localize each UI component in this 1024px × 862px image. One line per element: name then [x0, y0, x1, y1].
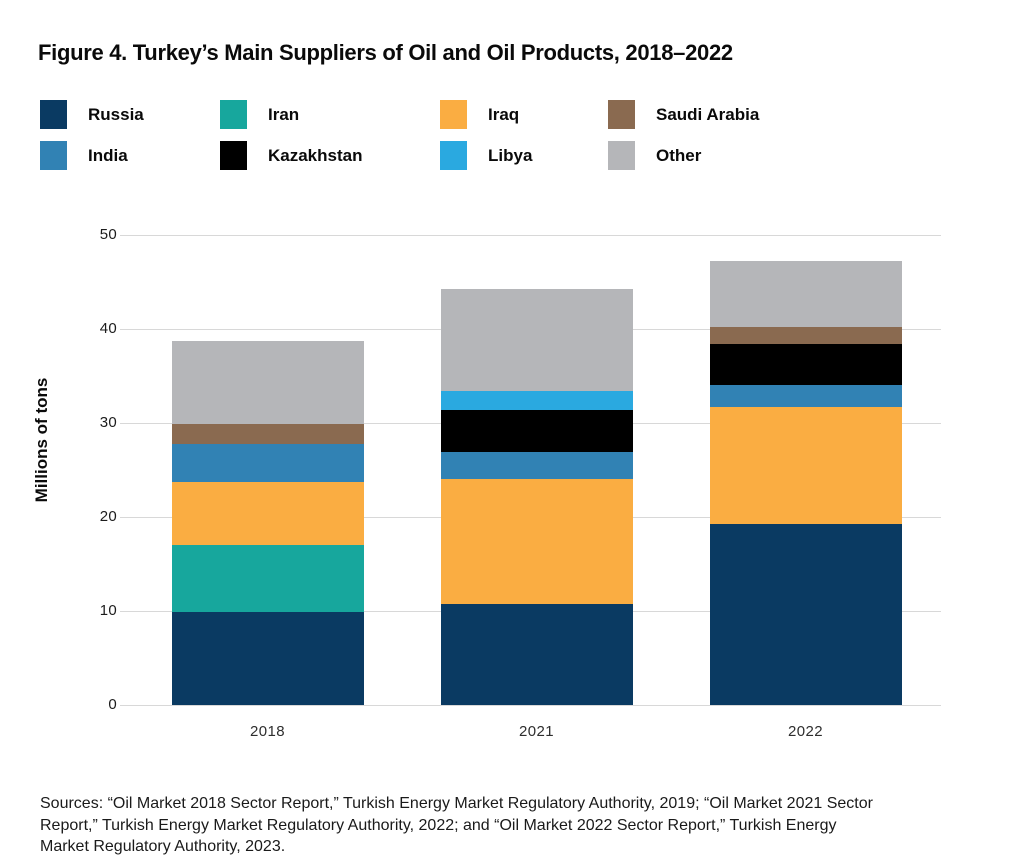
legend-item-saudi-arabia: Saudi Arabia — [608, 100, 759, 129]
bar-segment-india-2018 — [171, 443, 364, 483]
y-tick-label-40: 40 — [99, 320, 117, 337]
legend-item-iraq: Iraq — [440, 100, 519, 129]
bar-segment-libya-2021 — [440, 391, 633, 410]
legend-label-other: Other — [656, 145, 702, 165]
plot-area — [133, 235, 940, 705]
source-note: Sources: “Oil Market 2018 Sector Report,… — [40, 795, 873, 855]
y-tick-label-30: 30 — [99, 414, 117, 431]
bar-segment-iran-2018 — [171, 545, 364, 612]
bar-segment-other-2021 — [440, 288, 633, 391]
legend-label-kazakhstan: Kazakhstan — [268, 145, 363, 165]
legend-label-iraq: Iraq — [488, 104, 520, 124]
bar-segment-other-2022 — [709, 261, 902, 328]
y-axis-label: Millions of tons — [32, 377, 51, 503]
legend-item-kazakhstan: Kazakhstan — [220, 141, 362, 170]
figure-title: Figure 4. Turkey’s Main Suppliers of Oil… — [38, 40, 733, 65]
x-axis-label-2021: 2021 — [519, 723, 554, 740]
bar-segment-russia-2021 — [440, 603, 633, 705]
bar-segment-india-2021 — [440, 452, 633, 479]
bar-segment-kazakhstan-2021 — [440, 409, 633, 453]
legend-label-saudi-arabia: Saudi Arabia — [656, 104, 760, 124]
legend-label-russia: Russia — [88, 104, 144, 124]
bar-segment-iraq-2018 — [171, 482, 364, 546]
legend-swatch-iran — [220, 100, 247, 129]
bar-segment-saudi-arabia-2022 — [709, 327, 902, 344]
gridline-50 — [120, 234, 941, 236]
bar-segment-india-2022 — [709, 384, 902, 407]
legend-item-iran: Iran — [220, 100, 299, 129]
legend-swatch-saudi-arabia — [608, 100, 635, 129]
y-tick-label-50: 50 — [99, 226, 117, 243]
legend-item-libya: Libya — [440, 141, 532, 170]
gridline-0 — [120, 704, 941, 706]
bar-segment-russia-2018 — [171, 611, 364, 705]
y-tick-label-20: 20 — [99, 508, 117, 525]
legend-swatch-other — [608, 141, 635, 170]
legend-swatch-kazakhstan — [220, 141, 247, 170]
x-axis-label-2022: 2022 — [788, 723, 823, 740]
legend-item-other: Other — [608, 141, 701, 170]
legend-swatch-russia — [40, 100, 67, 129]
y-tick-label-0: 0 — [108, 696, 117, 713]
legend-label-libya: Libya — [488, 145, 533, 165]
x-axis-label-2018: 2018 — [250, 723, 285, 740]
bar-segment-kazakhstan-2022 — [709, 344, 902, 385]
y-tick-label-10: 10 — [99, 602, 117, 619]
bar-segment-iraq-2022 — [709, 407, 902, 524]
legend-item-russia: Russia — [40, 100, 144, 129]
legend-swatch-libya — [440, 141, 467, 170]
bar-segment-iraq-2021 — [440, 478, 633, 604]
bar-segment-russia-2022 — [709, 523, 902, 705]
bar-segment-other-2018 — [171, 341, 364, 424]
legend-item-india: India — [40, 141, 128, 170]
legend-label-iran: Iran — [268, 104, 300, 124]
legend-swatch-india — [40, 141, 67, 170]
bar-segment-saudi-arabia-2018 — [171, 424, 364, 444]
legend-swatch-iraq — [440, 100, 467, 129]
legend-label-india: India — [88, 145, 128, 165]
